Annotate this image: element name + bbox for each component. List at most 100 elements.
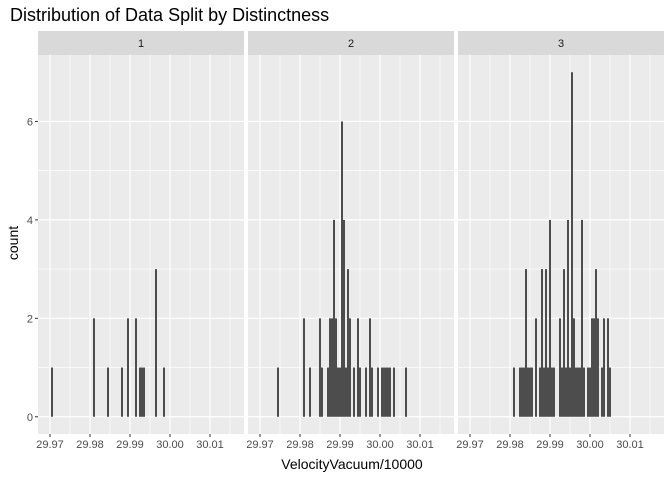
histogram-bar xyxy=(535,318,537,417)
histogram-bar xyxy=(335,318,337,417)
x-tick-label: 30.00 xyxy=(576,439,604,451)
histogram-bar xyxy=(333,219,335,417)
histogram-bar xyxy=(561,367,563,417)
histogram-bar xyxy=(601,367,603,417)
histogram-bar xyxy=(343,219,345,417)
histogram-bar xyxy=(141,367,143,417)
y-tick-label: 2 xyxy=(27,313,33,325)
histogram-bar xyxy=(567,219,569,417)
histogram-bar xyxy=(329,318,331,417)
histogram-bar xyxy=(607,318,609,417)
histogram-bar xyxy=(163,367,165,417)
histogram-bar xyxy=(551,367,553,417)
histogram-bar xyxy=(303,318,305,417)
histogram-bar xyxy=(513,367,515,417)
histogram-bar xyxy=(597,318,599,417)
histogram-bar xyxy=(565,367,567,417)
histogram-bar xyxy=(579,367,581,417)
histogram-bar xyxy=(603,318,605,417)
histogram-bar xyxy=(583,367,585,417)
histogram-bar xyxy=(345,367,347,417)
x-tick-label: 29.98 xyxy=(286,439,314,451)
histogram-bar xyxy=(309,367,311,417)
histogram-bar xyxy=(545,269,547,417)
histogram-bar xyxy=(277,367,279,417)
histogram-bar xyxy=(549,219,551,417)
histogram-bar xyxy=(389,367,391,417)
x-axis-title: VelocityVacuum/10000 xyxy=(281,456,423,472)
facet-strip-label: 1 xyxy=(138,38,144,50)
facet-panels: 1 29.97 29.98 29.99 30.00 30.01 2 29.97 29.98 29.… xyxy=(36,31,664,451)
facet-panel-2: 2 29.97 29.98 29.99 30.00 30.01 xyxy=(246,31,454,451)
histogram-bar xyxy=(593,318,595,417)
histogram-bar xyxy=(135,318,137,417)
y-tick-label: 0 xyxy=(27,412,33,424)
histogram-bar xyxy=(609,367,611,417)
histogram-bar xyxy=(93,318,95,417)
histogram-bar xyxy=(575,367,577,417)
histogram-bar xyxy=(577,367,579,417)
x-tick-label: 30.01 xyxy=(406,439,434,451)
facet-panel-3: 3 29.97 29.98 29.99 30.00 30.01 xyxy=(456,31,664,451)
histogram-bar xyxy=(543,367,545,417)
histogram-bar xyxy=(393,367,395,417)
histogram-bar xyxy=(595,269,597,417)
histogram-bar xyxy=(51,367,53,417)
x-tick-label: 29.99 xyxy=(536,439,564,451)
histogram-bar xyxy=(381,367,383,417)
histogram-bar xyxy=(331,318,333,417)
histogram-bar xyxy=(347,269,349,417)
x-tick-label: 29.98 xyxy=(496,439,524,451)
x-tick-label: 30.01 xyxy=(196,439,224,451)
facet-strip-label: 3 xyxy=(558,38,564,50)
x-tick-label: 29.98 xyxy=(76,439,104,451)
x-tick-label: 29.99 xyxy=(116,439,144,451)
chart-title: Distribution of Data Split by Distinctne… xyxy=(10,5,329,25)
histogram-bar xyxy=(587,367,589,417)
histogram-bar xyxy=(327,367,329,417)
histogram-bar xyxy=(321,367,323,417)
histogram-bar xyxy=(559,318,561,417)
x-tick-label: 29.97 xyxy=(36,439,64,451)
histogram-bar xyxy=(127,318,129,417)
histogram-bar xyxy=(547,367,549,417)
facet-panel-1: 1 29.97 29.98 29.99 30.00 30.01 xyxy=(36,31,244,451)
histogram-bar xyxy=(531,367,533,417)
x-tick-label: 29.99 xyxy=(326,439,354,451)
histogram-bar xyxy=(553,367,555,417)
histogram-bar xyxy=(529,367,531,417)
y-tick-label: 4 xyxy=(27,215,33,227)
histogram-bar xyxy=(573,318,575,417)
histogram-bar xyxy=(581,219,583,417)
y-tick-label: 6 xyxy=(27,116,33,128)
x-tick-label: 29.97 xyxy=(456,439,484,451)
histogram-bar xyxy=(377,367,379,417)
histogram-bar xyxy=(357,318,359,417)
x-tick-label: 30.00 xyxy=(156,439,184,451)
histogram-bar xyxy=(359,367,361,417)
x-tick-label: 30.01 xyxy=(616,439,644,451)
facet-strip xyxy=(248,31,454,55)
histogram-bar xyxy=(349,318,351,417)
histogram-bar xyxy=(525,269,527,417)
x-tick-label: 30.00 xyxy=(366,439,394,451)
histogram-bar xyxy=(521,367,523,417)
y-axis-title: count xyxy=(5,226,21,260)
histogram-bar xyxy=(591,318,593,417)
histogram-bar xyxy=(139,367,141,417)
histogram-bar xyxy=(365,367,367,417)
histogram-bar xyxy=(541,269,543,417)
histogram-bar xyxy=(353,367,355,417)
histogram-bar xyxy=(341,121,343,417)
histogram-bar xyxy=(383,367,385,417)
facet-strip-label: 2 xyxy=(348,38,354,50)
histogram-bar xyxy=(371,367,373,417)
x-tick-label: 29.97 xyxy=(246,439,274,451)
histogram-bar xyxy=(107,367,109,417)
histogram-bar xyxy=(569,367,571,417)
histogram-bar xyxy=(571,72,573,417)
histogram-bar xyxy=(519,367,521,417)
histogram-bar xyxy=(319,318,321,417)
histogram-bar xyxy=(527,367,529,417)
histogram-bar xyxy=(563,269,565,417)
